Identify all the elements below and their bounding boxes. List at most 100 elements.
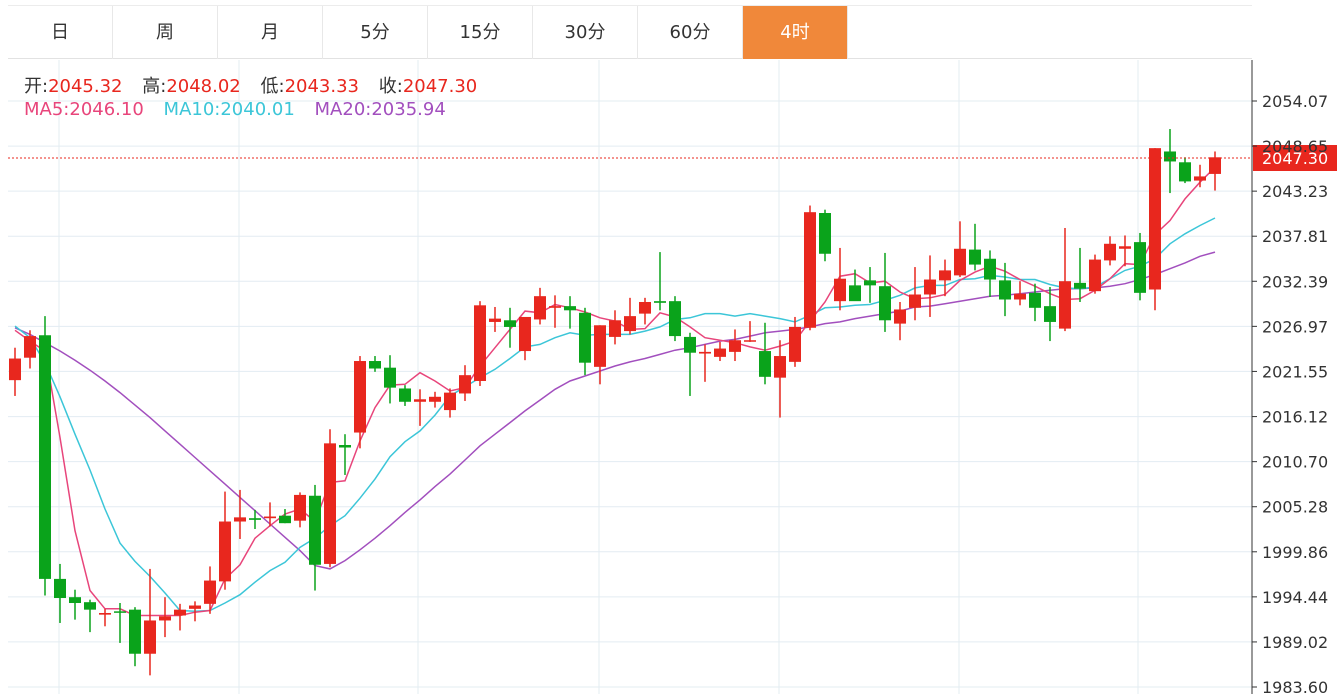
tab-day[interactable]: 日: [8, 6, 113, 59]
candle-body: [729, 340, 741, 352]
candle-body: [879, 286, 891, 321]
candle: [129, 607, 141, 667]
candle: [114, 603, 126, 643]
candle: [1194, 164, 1206, 188]
candle-body: [354, 361, 366, 433]
timeframe-tabs: 日 周 月 5分 15分 30分 60分 4时: [8, 5, 1252, 59]
candle: [714, 341, 726, 362]
y-tick-label: 2054.07: [1262, 92, 1328, 111]
tab-4hour[interactable]: 4时: [743, 6, 848, 59]
candle: [9, 347, 21, 396]
candle-body: [684, 336, 696, 353]
y-tick-label: 2005.28: [1262, 498, 1328, 517]
moving-average-lines: [14, 166, 1216, 617]
candle-body: [369, 361, 381, 369]
candle: [354, 356, 366, 449]
candle-body: [459, 375, 471, 394]
candle-body: [594, 325, 606, 367]
candle-body: [819, 213, 831, 254]
candle: [819, 209, 831, 262]
ohlc-readout: 开:2045.32 高:2048.02 低:2043.33 收:2047.30: [24, 72, 477, 98]
candle-body: [519, 316, 531, 352]
candle-body: [894, 309, 906, 324]
candle-body: [1179, 162, 1191, 182]
candle-body: [54, 578, 66, 599]
candle: [339, 434, 351, 475]
candle: [1059, 227, 1071, 332]
y-tick-label: 2026.97: [1262, 317, 1328, 336]
candle-body: [504, 320, 516, 327]
candle-body: [339, 445, 351, 448]
candle: [684, 332, 696, 396]
candle: [474, 301, 486, 386]
candle-body: [129, 609, 141, 654]
candle: [564, 296, 576, 329]
candle: [99, 608, 111, 627]
tab-5min[interactable]: 5分: [323, 6, 428, 59]
y-tick-label: 1999.86: [1262, 543, 1328, 562]
candle: [1104, 236, 1116, 266]
candle-body: [279, 515, 291, 524]
candle: [264, 502, 276, 527]
candle: [834, 247, 846, 311]
candle-body: [1014, 293, 1026, 300]
candle: [1134, 232, 1146, 301]
y-tick-label: 2043.23: [1262, 182, 1328, 201]
candle-body: [294, 494, 306, 521]
candle-body: [954, 248, 966, 276]
candle: [39, 316, 51, 596]
candle: [729, 329, 741, 362]
candle-body: [204, 580, 216, 604]
candle: [174, 603, 186, 631]
candle-body: [699, 351, 711, 354]
candle: [189, 601, 201, 622]
candle: [624, 297, 636, 335]
candle-body: [1209, 157, 1221, 174]
candle: [309, 484, 321, 591]
candle-body: [1074, 282, 1086, 289]
candle: [54, 563, 66, 623]
y-tick-label: 1983.60: [1262, 678, 1328, 694]
candle: [1179, 157, 1191, 184]
candle: [489, 306, 501, 332]
candle-body: [384, 367, 396, 388]
candle-body: [744, 340, 756, 342]
candle: [924, 255, 936, 317]
y-tick-label: 1994.44: [1262, 588, 1328, 607]
candle-body: [1059, 281, 1071, 329]
candle: [159, 597, 171, 638]
candle: [459, 365, 471, 401]
candle: [399, 385, 411, 406]
tab-30min[interactable]: 30分: [533, 6, 638, 59]
candle: [1089, 254, 1101, 294]
candle: [789, 316, 801, 367]
tab-week[interactable]: 周: [113, 6, 218, 59]
tab-month[interactable]: 月: [218, 6, 323, 59]
candle: [504, 307, 516, 348]
candle: [894, 301, 906, 341]
candle-body: [99, 612, 111, 615]
candle-body: [624, 316, 636, 332]
tab-60min[interactable]: 60分: [638, 6, 743, 59]
candle-body: [1164, 151, 1176, 162]
candle-body: [534, 296, 546, 320]
candle: [699, 344, 711, 382]
candle-body: [969, 249, 981, 265]
candle: [324, 429, 336, 568]
grid: [8, 60, 1252, 694]
candle-body: [309, 495, 321, 565]
candle: [549, 295, 561, 328]
candle: [864, 267, 876, 303]
candle: [984, 250, 996, 297]
candle-body: [219, 521, 231, 582]
candle-body: [984, 258, 996, 280]
candle: [939, 259, 951, 297]
tab-15min[interactable]: 15分: [428, 6, 533, 59]
candle-body: [444, 392, 456, 411]
candle-body: [579, 312, 591, 363]
candle: [804, 205, 816, 331]
ma5-line: [14, 166, 1216, 617]
candle-body: [324, 443, 336, 564]
candle: [384, 355, 396, 404]
